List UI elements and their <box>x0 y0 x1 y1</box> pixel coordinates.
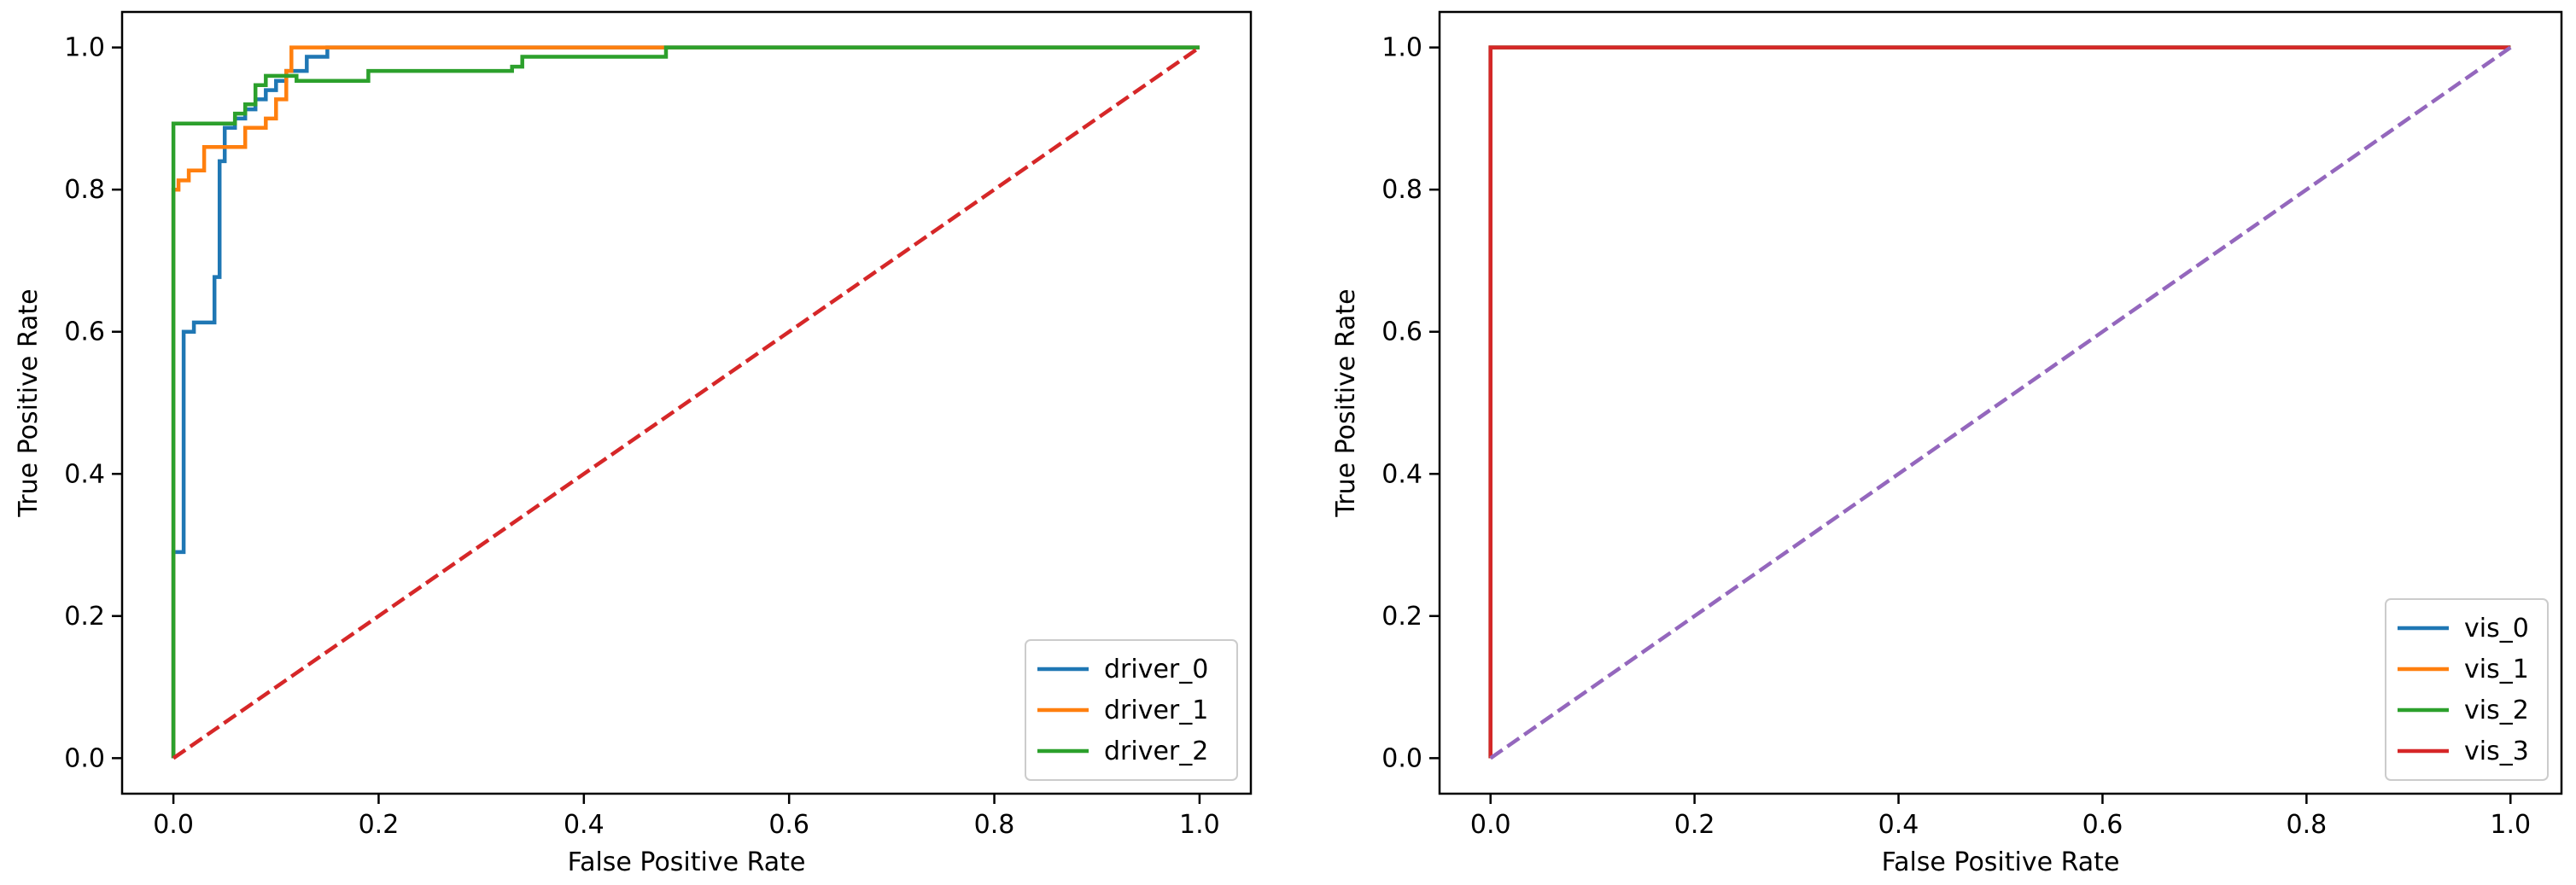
legend: vis_0 vis_1 vis_2 vis_3 <box>2385 598 2549 781</box>
y-axis-label: True Positive Rate <box>14 288 44 517</box>
x-tick-label: 0.2 <box>359 810 400 840</box>
y-tick-label: 0.8 <box>1381 175 1422 205</box>
y-tick-label: 0.8 <box>64 175 105 205</box>
legend: driver_0 driver_1 driver_2 <box>1025 639 1238 781</box>
y-tick-label: 0.0 <box>64 743 105 773</box>
y-tick-label: 0.6 <box>64 317 105 347</box>
x-tick-label: 0.4 <box>564 810 605 840</box>
y-tick-label: 1.0 <box>64 33 105 63</box>
diagonal-reference-line <box>1489 45 2512 760</box>
legend-box <box>1025 639 1238 781</box>
x-tick-label: 0.6 <box>768 810 809 840</box>
legend-label-vis-1: vis_1 <box>2464 655 2529 684</box>
x-tick-label: 0.0 <box>153 810 194 840</box>
x-tick-label: 0.6 <box>2082 810 2123 840</box>
x-tick-label: 0.8 <box>2287 810 2328 840</box>
x-tick-label: 0.8 <box>974 810 1015 840</box>
x-tick-label: 0.4 <box>1878 810 1919 840</box>
chart-panel-1: 0.0 0.2 0.4 0.6 0.8 1.0 0.0 0.2 0.4 0.6 0.8 1.0 Fals… <box>14 10 1253 877</box>
y-tick-label: 0.6 <box>1381 317 1422 347</box>
x-tick-label: 1.0 <box>1179 810 1220 840</box>
series-line-driver-1 <box>171 45 1200 759</box>
axes-frame <box>1438 10 2563 795</box>
legend-label-vis-0: vis_0 <box>2464 614 2529 643</box>
legend-label-vis-2: vis_2 <box>2464 696 2529 725</box>
y-tick-label: 0.0 <box>1381 743 1422 773</box>
x-tick-label: 0.2 <box>1674 810 1715 840</box>
x-axis-label: False Positive Rate <box>1882 847 2120 877</box>
legend-label-vis-3: vis_3 <box>2464 737 2529 766</box>
x-tick-label: 0.0 <box>1470 810 1511 840</box>
y-tick-label: 0.4 <box>64 459 105 489</box>
series-line-driver-2 <box>171 45 1200 759</box>
legend-label-driver-0: driver_0 <box>1104 655 1208 684</box>
chart-panel-2: 0.0 0.2 0.4 0.6 0.8 1.0 0.0 0.2 0.4 0.6 0.8 1.0 Fals… <box>1331 10 2563 877</box>
diagonal-reference-line <box>172 45 1201 760</box>
series-line-vis-3 <box>1488 45 2511 759</box>
legend-label-driver-1: driver_1 <box>1104 696 1208 725</box>
legend-label-driver-2: driver_2 <box>1104 737 1208 766</box>
axes-frame <box>120 10 1253 795</box>
legend-box <box>2385 598 2549 781</box>
x-tick-label: 1.0 <box>2490 810 2531 840</box>
y-tick-label: 0.2 <box>64 602 105 632</box>
y-tick-label: 1.0 <box>1381 33 1422 63</box>
y-tick-label: 0.2 <box>1381 602 1422 632</box>
y-tick-label: 0.4 <box>1381 459 1422 489</box>
x-axis-label: False Positive Rate <box>568 847 806 877</box>
y-axis-label: True Positive Rate <box>1331 288 1361 517</box>
